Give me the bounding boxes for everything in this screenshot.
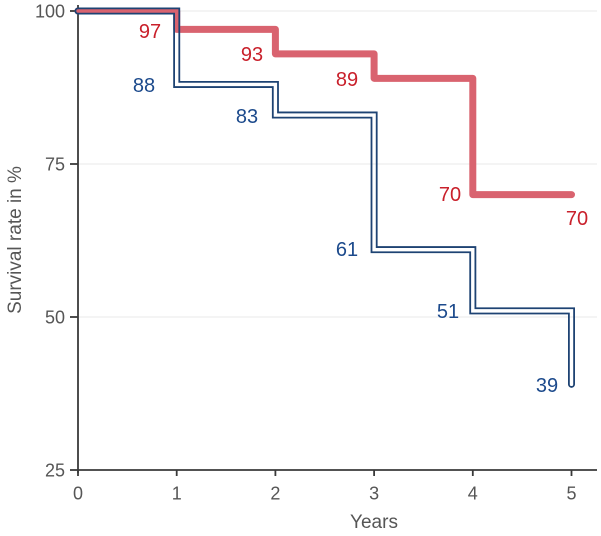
value-label-red-89-2: 89 [336, 69, 358, 91]
value-label-red-70-3: 70 [439, 184, 461, 206]
x-tick-label-5: 5 [566, 483, 576, 503]
x-tick-label-3: 3 [369, 483, 379, 503]
x-tick-label-0: 0 [73, 483, 83, 503]
y-tick-label-25: 25 [45, 460, 65, 480]
value-label-red-97-0: 97 [139, 21, 161, 43]
value-label-blue-88-5: 88 [133, 75, 155, 97]
blue-survival-line [74, 7, 575, 388]
y-axis-title: Survival rate in % [5, 166, 26, 314]
x-tick-label-1: 1 [172, 483, 182, 503]
x-tick-label-4: 4 [468, 483, 478, 503]
value-label-blue-39-9: 39 [536, 375, 558, 397]
x-axis-title: Years [350, 512, 398, 533]
value-label-red-70-4: 70 [566, 208, 588, 230]
value-label-red-93-1: 93 [241, 44, 263, 66]
y-tick-label-50: 50 [45, 307, 65, 327]
value-label-blue-61-7: 61 [336, 239, 358, 261]
x-tick-label-2: 2 [270, 483, 280, 503]
y-tick-label-75: 75 [45, 154, 65, 174]
y-tick-label-100: 100 [35, 1, 65, 21]
value-label-blue-51-8: 51 [437, 301, 459, 323]
value-label-blue-83-6: 83 [236, 106, 258, 128]
